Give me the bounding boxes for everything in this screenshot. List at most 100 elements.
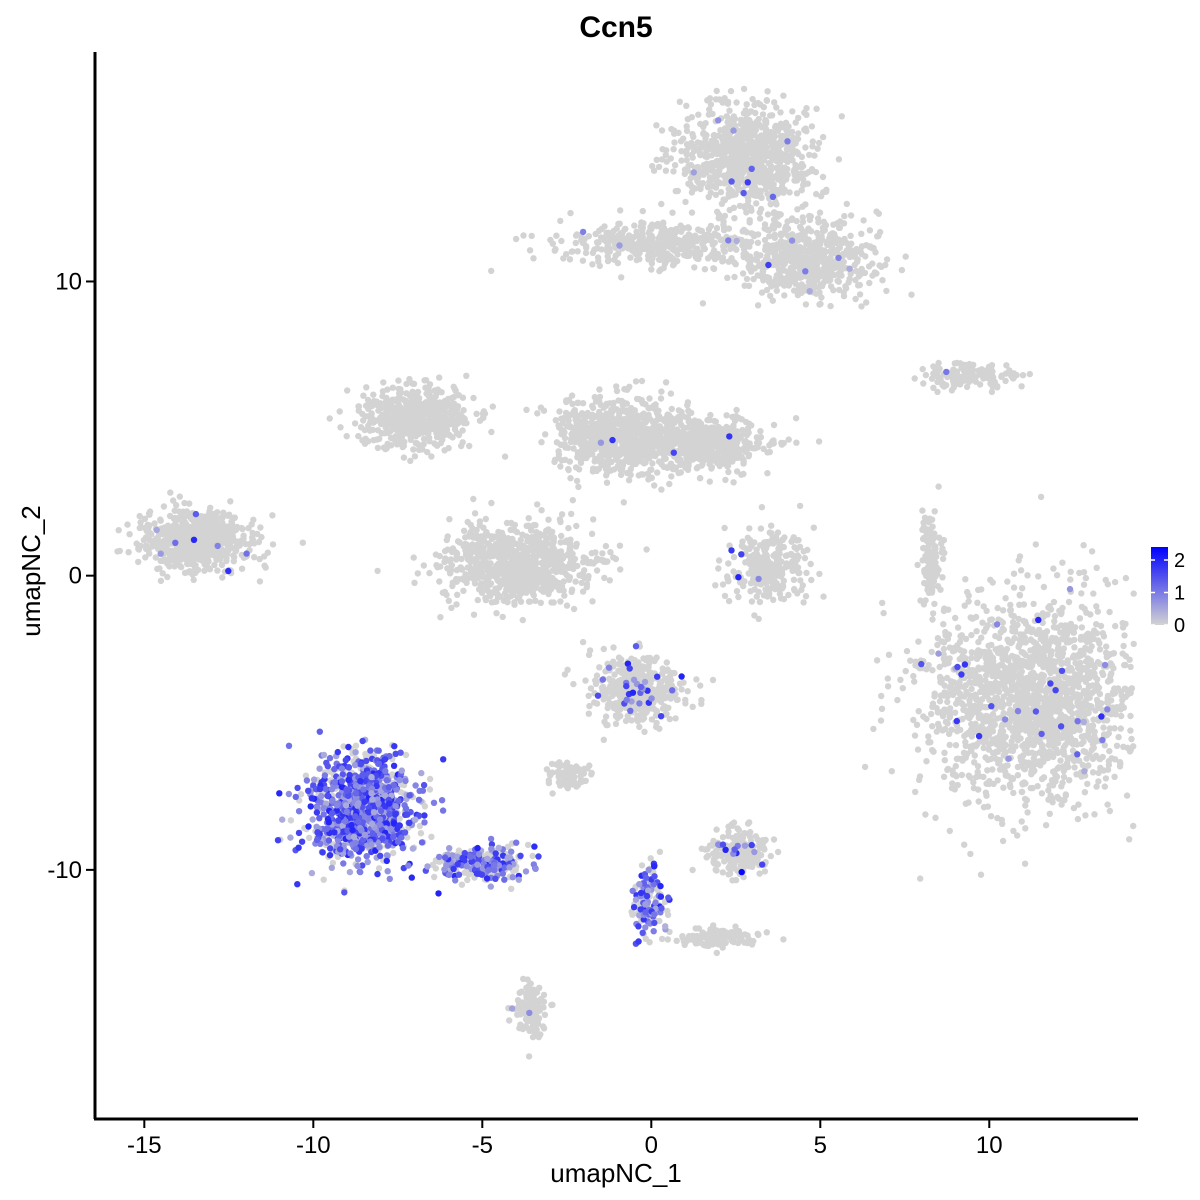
data-point <box>1035 626 1043 634</box>
data-point <box>469 572 476 579</box>
data-point <box>989 579 996 586</box>
data-point <box>706 95 714 102</box>
data-point <box>1029 741 1037 748</box>
data-point <box>528 547 536 554</box>
data-point <box>761 221 769 228</box>
data-point <box>1123 792 1131 799</box>
data-point <box>773 212 780 219</box>
data-point <box>818 294 825 301</box>
data-point <box>1024 662 1032 669</box>
data-point <box>939 712 947 720</box>
data-point <box>961 693 968 700</box>
data-point <box>1089 722 1097 729</box>
data-point <box>779 155 787 162</box>
data-point <box>1017 567 1025 574</box>
data-point <box>1054 704 1062 711</box>
data-point <box>983 607 990 615</box>
data-point <box>1074 664 1082 672</box>
data-point <box>1002 674 1009 682</box>
data-point <box>874 233 881 240</box>
data-point <box>336 408 343 415</box>
data-point <box>771 99 778 106</box>
data-point <box>702 120 709 127</box>
data-point <box>799 203 806 210</box>
data-point <box>703 160 710 167</box>
data-point <box>602 542 610 550</box>
data-point <box>912 658 919 665</box>
data-point <box>532 522 539 529</box>
data-point <box>545 516 552 523</box>
data-point <box>1030 600 1037 608</box>
data-point <box>699 300 707 307</box>
data-point <box>940 655 947 662</box>
data-point <box>822 275 829 282</box>
data-point <box>1060 645 1068 652</box>
data-point <box>710 265 718 272</box>
data-point <box>989 686 996 693</box>
data-point <box>551 247 558 254</box>
data-point <box>996 756 1003 764</box>
data-point <box>1076 692 1083 699</box>
data-point <box>504 594 511 602</box>
data-point <box>1122 661 1129 669</box>
data-point <box>355 403 362 410</box>
data-point <box>1122 620 1129 628</box>
data-point <box>740 110 748 117</box>
data-point <box>819 173 827 181</box>
data-point <box>1034 783 1041 790</box>
data-point <box>1126 836 1133 843</box>
data-point <box>754 173 761 180</box>
data-point <box>1096 646 1104 653</box>
data-point <box>847 249 854 256</box>
data-point <box>1058 783 1065 790</box>
data-point <box>750 191 758 199</box>
data-point <box>1014 734 1021 741</box>
data-point <box>454 591 461 598</box>
data-point <box>997 629 1005 636</box>
data-point <box>660 264 667 272</box>
data-point <box>750 275 757 283</box>
data-point <box>612 555 620 563</box>
data-point <box>954 624 962 631</box>
data-point <box>412 428 419 436</box>
data-point <box>707 222 715 230</box>
data-point <box>1025 707 1033 714</box>
data-point <box>975 786 982 793</box>
data-point <box>782 227 789 234</box>
data-point <box>1024 809 1031 816</box>
data-point <box>713 224 721 232</box>
data-point <box>1120 704 1128 711</box>
data-point <box>1027 636 1035 644</box>
data-point <box>790 243 797 250</box>
data-point <box>438 429 445 437</box>
data-point <box>745 263 752 270</box>
data-point <box>1128 735 1135 743</box>
data-point <box>945 730 953 738</box>
data-point <box>931 693 938 700</box>
data-point <box>1029 784 1036 792</box>
data-point <box>781 292 788 299</box>
data-point <box>847 232 854 239</box>
data-point <box>813 105 820 113</box>
data-point <box>1094 658 1102 666</box>
data-point <box>953 700 960 707</box>
data-point <box>922 811 929 818</box>
data-point <box>618 274 625 281</box>
data-point <box>1099 671 1107 678</box>
data-point <box>538 507 545 514</box>
data-point <box>994 649 1002 656</box>
data-point <box>832 236 839 244</box>
data-point <box>474 554 481 561</box>
data-point <box>1016 601 1023 608</box>
data-point <box>687 175 694 182</box>
data-point <box>1105 730 1113 737</box>
data-point <box>984 756 992 764</box>
data-point <box>1130 822 1137 830</box>
data-point <box>498 529 506 536</box>
data-point <box>790 168 797 175</box>
data-point <box>1091 728 1098 735</box>
data-point <box>811 239 818 246</box>
data-point <box>962 800 969 807</box>
data-point <box>337 424 344 431</box>
data-point <box>988 641 995 649</box>
